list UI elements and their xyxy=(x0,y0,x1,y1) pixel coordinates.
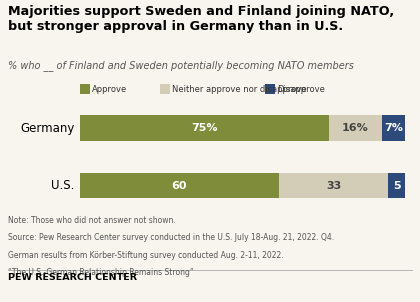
Text: U.S.: U.S. xyxy=(51,179,75,192)
Text: 7%: 7% xyxy=(384,123,403,133)
Text: Note: Those who did not answer not shown.: Note: Those who did not answer not shown… xyxy=(8,216,176,225)
Text: “The U.S.-German Relationship Remains Strong”: “The U.S.-German Relationship Remains St… xyxy=(8,268,194,278)
Bar xyxy=(382,115,405,141)
Text: PEW RESEARCH CENTER: PEW RESEARCH CENTER xyxy=(8,273,137,282)
Text: Disapprove: Disapprove xyxy=(277,85,325,94)
Text: 16%: 16% xyxy=(342,123,369,133)
Bar xyxy=(80,115,328,141)
Text: Approve: Approve xyxy=(92,85,127,94)
Text: % who __ of Finland and Sweden potentially becoming NATO members: % who __ of Finland and Sweden potential… xyxy=(8,60,354,71)
Bar xyxy=(279,173,388,198)
Text: 75%: 75% xyxy=(191,123,218,133)
Text: but stronger approval in Germany than in U.S.: but stronger approval in Germany than in… xyxy=(8,20,344,33)
Text: Neither approve nor disapprove: Neither approve nor disapprove xyxy=(172,85,307,94)
Text: Majorities support Sweden and Finland joining NATO,: Majorities support Sweden and Finland jo… xyxy=(8,5,394,18)
Text: Source: Pew Research Center survey conducted in the U.S. July 18-Aug. 21, 2022. : Source: Pew Research Center survey condu… xyxy=(8,233,334,243)
Bar xyxy=(388,173,405,198)
Text: 5: 5 xyxy=(393,181,401,191)
Bar xyxy=(80,173,279,198)
Text: 60: 60 xyxy=(172,181,187,191)
Text: Germany: Germany xyxy=(21,122,75,135)
Text: 33: 33 xyxy=(326,181,341,191)
Bar xyxy=(328,115,382,141)
Text: German results from Körber-Stiftung survey conducted Aug. 2-11, 2022.: German results from Körber-Stiftung surv… xyxy=(8,251,284,260)
